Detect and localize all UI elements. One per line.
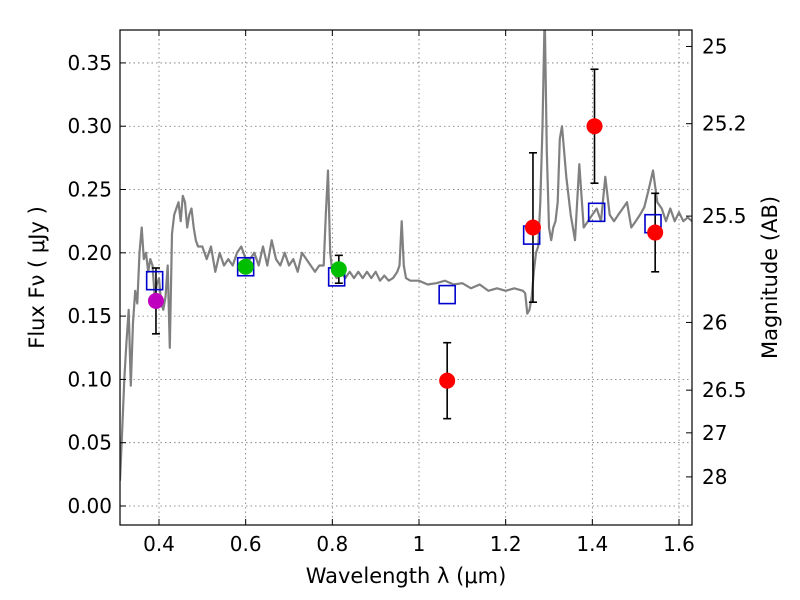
right-tick-label: 25.5 (702, 204, 747, 228)
model-square (145, 270, 164, 291)
error-bars (151, 68, 660, 420)
right-tick-label: 26 (702, 310, 727, 334)
x-tick-label: 0.8 (316, 532, 348, 556)
observed-photometry-markers (147, 118, 664, 389)
observed-dot (647, 224, 664, 241)
right-tick-label: 27 (702, 421, 727, 445)
x-tick-label: 0.6 (230, 532, 262, 556)
x-axis-label: Wavelength λ (μm) (306, 564, 507, 588)
y-tick-label: 0.15 (67, 304, 112, 328)
right-tick-label: 25.2 (702, 112, 747, 136)
axis-ticks: 0.4 0.6 0.8 1 1.2 1.4 1.6 0.00 0.05 0.10 0.15 0.20 0… (67, 30, 747, 556)
right-tick-label: 25 (702, 34, 727, 58)
observed-dot (439, 372, 456, 389)
y-tick-label: 0.10 (67, 367, 112, 391)
x-tick-label: 1.6 (663, 532, 695, 556)
sed-model-curve (120, 30, 692, 481)
model-square (438, 284, 456, 305)
right-tick-label: 28 (702, 465, 727, 489)
right-axis-label: Magnitude (AB) (758, 196, 782, 359)
y-tick-label: 0.20 (67, 241, 112, 265)
model-square (587, 202, 606, 223)
observed-dot (237, 258, 254, 275)
x-tick-label: 1.2 (490, 532, 522, 556)
observed-dot (586, 118, 603, 135)
observed-dot (330, 261, 347, 278)
observed-dot (524, 219, 541, 236)
y-tick-label: 0.30 (67, 114, 112, 138)
x-tick-label: 0.4 (143, 532, 175, 556)
x-tick-label: 1 (413, 532, 426, 556)
y-axis-label: Flux Fν ( μJy ) (25, 206, 49, 349)
sed-model-line (120, 30, 692, 481)
y-tick-label: 0.05 (67, 431, 112, 455)
plot-frame (119, 29, 693, 526)
x-tick-label: 1.4 (576, 532, 608, 556)
y-tick-label: 0.25 (67, 178, 112, 202)
grid (120, 30, 692, 525)
observed-dot (147, 292, 164, 309)
y-tick-label: 0.00 (67, 494, 112, 518)
y-tick-label: 0.35 (67, 51, 112, 75)
right-tick-label: 26.5 (702, 378, 747, 402)
